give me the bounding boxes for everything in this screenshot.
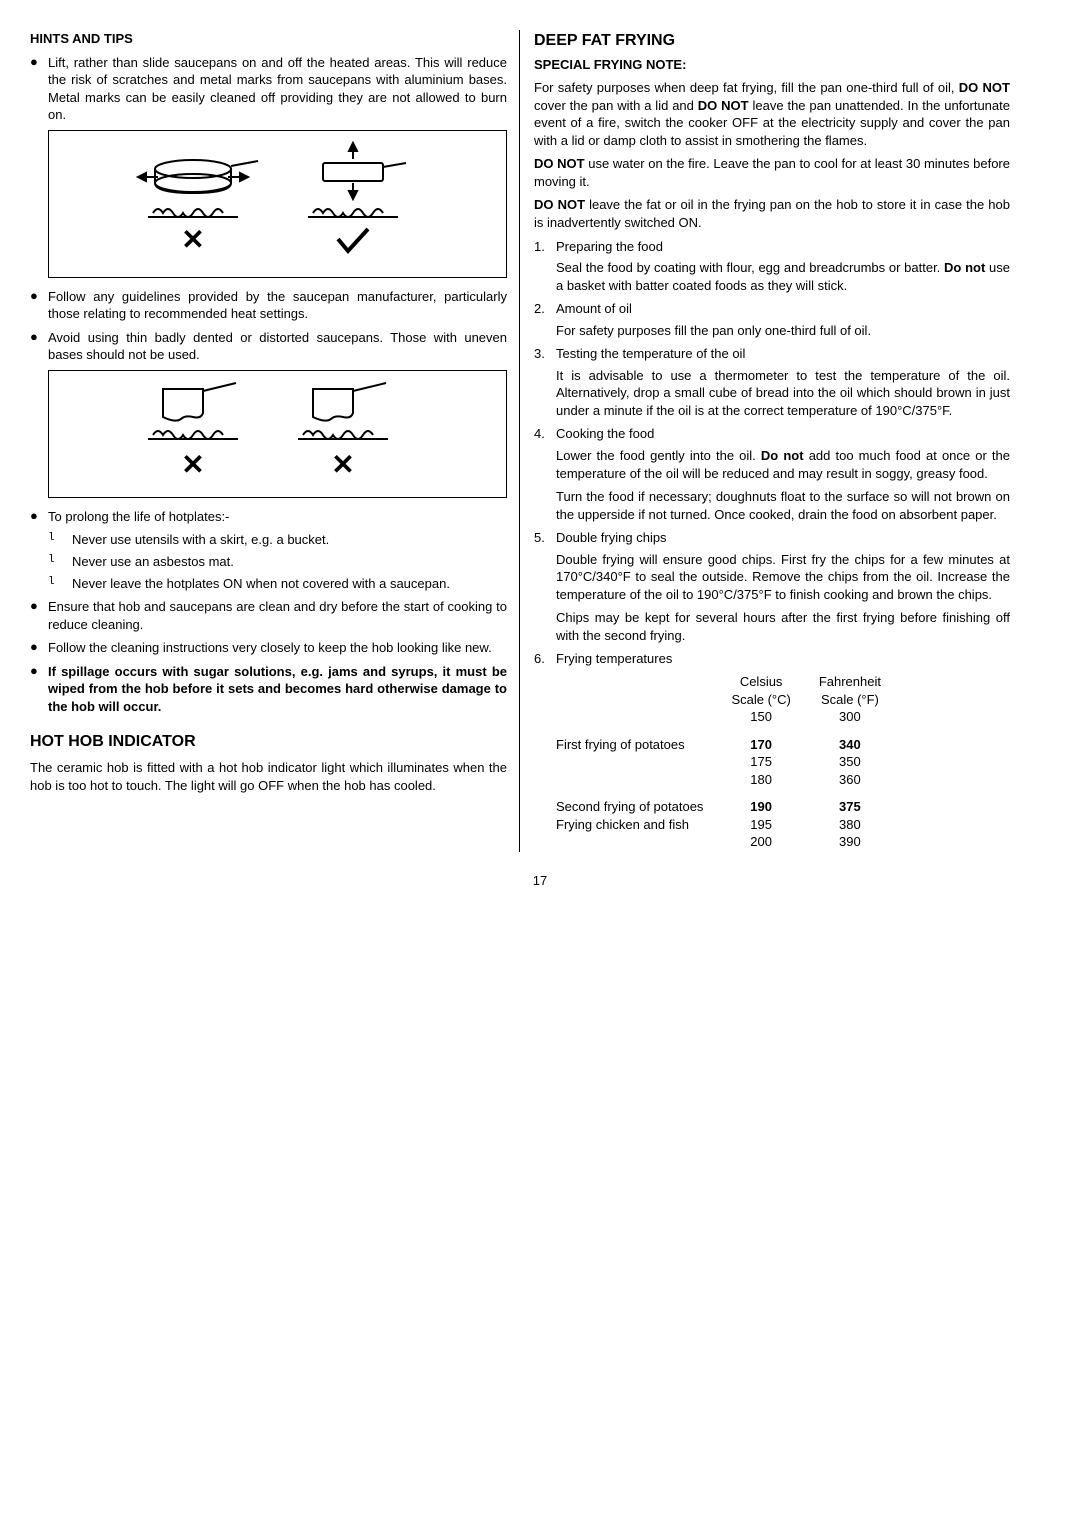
- sub-bullet-text: Never leave the hotplates ON when not co…: [72, 575, 507, 593]
- step-4-body-a: Lower the food gently into the oil. Do n…: [556, 447, 1010, 482]
- pan-diagram-1: ✕: [48, 130, 507, 278]
- bullet-item: ● Ensure that hob and saucepans are clea…: [30, 598, 507, 633]
- special-note-title: SPECIAL FRYING NOTE:: [534, 56, 1010, 74]
- step-2-body: For safety purposes fill the pan only on…: [556, 322, 1010, 340]
- step-3: 3. Testing the temperature of the oil: [534, 345, 1010, 363]
- note-para-2: DO NOT use water on the fire. Leave the …: [534, 155, 1010, 190]
- note-para-1: For safety purposes when deep fat frying…: [534, 79, 1010, 149]
- sub-bullet-icon: l: [48, 531, 72, 546]
- temperature-table: Celsius Scale (°C) 150 Fahrenheit Scale …: [556, 672, 895, 852]
- step-5-body-a: Double frying will ensure good chips. Fi…: [556, 551, 1010, 604]
- sub-bullet-text: Never use an asbestos mat.: [72, 553, 507, 571]
- step-1-body: Seal the food by coating with flour, egg…: [556, 259, 1010, 294]
- pan-diagram-2: ✕ ✕: [48, 370, 507, 498]
- sub-bullet: l Never use utensils with a skirt, e.g. …: [48, 531, 507, 549]
- step-6: 6. Frying temperatures: [534, 650, 1010, 668]
- bullet-text: Avoid using thin badly dented or distort…: [48, 329, 507, 364]
- bullet-item: ● To prolong the life of hotplates:-: [30, 508, 507, 526]
- sub-bullet-text: Never use utensils with a skirt, e.g. a …: [72, 531, 507, 549]
- deep-fat-title: DEEP FAT FRYING: [534, 30, 1010, 52]
- step-2: 2. Amount of oil: [534, 300, 1010, 318]
- hints-title: HINTS AND TIPS: [30, 30, 507, 48]
- bullet-icon: ●: [30, 663, 48, 679]
- hot-hob-body: The ceramic hob is fitted with a hot hob…: [30, 759, 507, 794]
- bullet-text: Ensure that hob and saucepans are clean …: [48, 598, 507, 633]
- hot-hob-title: HOT HOB INDICATOR: [30, 731, 507, 753]
- note-para-3: DO NOT leave the fat or oil in the fryin…: [534, 196, 1010, 231]
- svg-text:✕: ✕: [331, 449, 354, 480]
- step-5: 5. Double frying chips: [534, 529, 1010, 547]
- bullet-item: ● Avoid using thin badly dented or disto…: [30, 329, 507, 364]
- bullet-text: Follow the cleaning instructions very cl…: [48, 639, 507, 657]
- sub-bullet-icon: l: [48, 575, 72, 590]
- svg-text:✕: ✕: [181, 449, 204, 480]
- sub-bullet-icon: l: [48, 553, 72, 568]
- bullet-text: If spillage occurs with sugar solutions,…: [48, 663, 507, 716]
- step-4-body-b: Turn the food if necessary; doughnuts fl…: [556, 488, 1010, 523]
- page-number: 17: [30, 872, 1050, 890]
- step-5-body-b: Chips may be kept for several hours afte…: [556, 609, 1010, 644]
- step-3-body: It is advisable to use a thermometer to …: [556, 367, 1010, 420]
- bullet-icon: ●: [30, 508, 48, 524]
- step-1: 1. Preparing the food: [534, 238, 1010, 256]
- sub-bullet: l Never use an asbestos mat.: [48, 553, 507, 571]
- right-column: DEEP FAT FRYING SPECIAL FRYING NOTE: For…: [520, 30, 1010, 852]
- svg-text:✕: ✕: [181, 224, 204, 255]
- bullet-item: ● If spillage occurs with sugar solution…: [30, 663, 507, 716]
- left-column: HINTS AND TIPS ● Lift, rather than slide…: [30, 30, 520, 852]
- bullet-text: Follow any guidelines provided by the sa…: [48, 288, 507, 323]
- bullet-text: Lift, rather than slide saucepans on and…: [48, 54, 507, 124]
- step-4: 4. Cooking the food: [534, 425, 1010, 443]
- bullet-icon: ●: [30, 54, 48, 70]
- bullet-item: ● Follow any guidelines provided by the …: [30, 288, 507, 323]
- two-column-layout: HINTS AND TIPS ● Lift, rather than slide…: [30, 30, 1050, 852]
- bullet-icon: ●: [30, 288, 48, 304]
- bullet-icon: ●: [30, 639, 48, 655]
- bullet-icon: ●: [30, 598, 48, 614]
- bullet-icon: ●: [30, 329, 48, 345]
- sub-bullet: l Never leave the hotplates ON when not …: [48, 575, 507, 593]
- bullet-text: To prolong the life of hotplates:-: [48, 508, 507, 526]
- bullet-item: ● Lift, rather than slide saucepans on a…: [30, 54, 507, 124]
- bullet-item: ● Follow the cleaning instructions very …: [30, 639, 507, 657]
